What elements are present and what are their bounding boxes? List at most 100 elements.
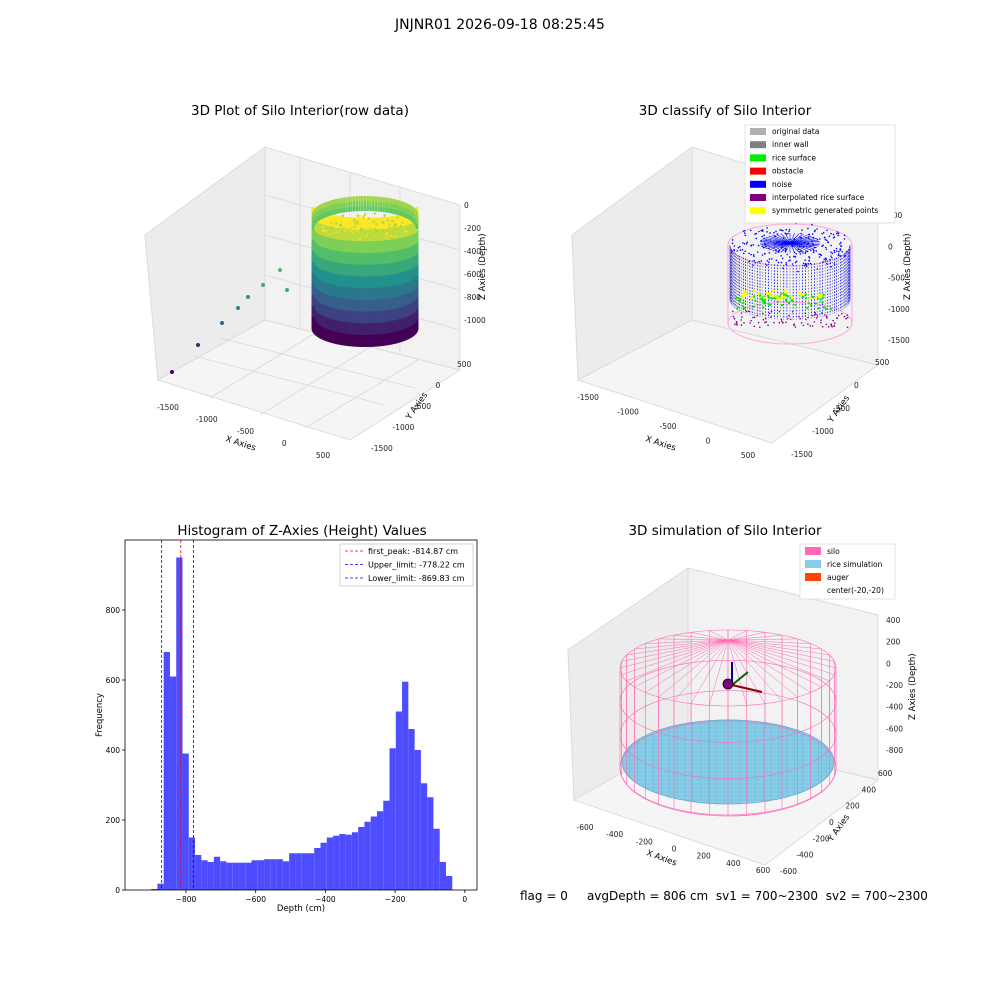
wall-point	[355, 334, 359, 347]
noise-point	[804, 259, 806, 262]
wall-point	[381, 333, 385, 346]
wall-point	[377, 299, 381, 312]
wall-point	[352, 201, 356, 207]
wall-point	[398, 272, 402, 285]
symmetric-point	[784, 290, 788, 294]
wall-point	[358, 196, 361, 202]
wall-point	[387, 298, 391, 311]
histogram-bar	[395, 711, 403, 890]
wall-point	[329, 330, 333, 343]
wall-point	[383, 263, 387, 276]
wall-point	[345, 202, 348, 208]
wall-point	[401, 260, 405, 273]
wall-point	[365, 288, 369, 301]
surface-point	[336, 230, 340, 234]
surface-point	[369, 226, 372, 230]
wall-point	[317, 205, 320, 211]
histogram-bar	[195, 855, 202, 890]
wall-point	[325, 201, 328, 207]
rice-surface-point	[794, 303, 797, 307]
silo-roof-line	[621, 639, 729, 662]
wall-point	[341, 251, 345, 264]
interpolated-point	[824, 314, 826, 316]
rice-surface-point	[767, 302, 770, 306]
wall-point	[329, 307, 333, 320]
wall-point	[397, 330, 401, 343]
wall-point	[373, 311, 377, 324]
noise-point	[830, 244, 832, 247]
wall-point	[398, 295, 402, 308]
rice-surface-point	[783, 293, 786, 296]
wall-point	[339, 298, 343, 311]
wall-point	[343, 251, 347, 264]
wall-point	[389, 332, 392, 345]
raw-data-3d-plot: -1500 -1000 -500 0 500 500 0 -500 -1000 -1500 0 -20…	[144, 146, 488, 460]
x-tick-label: 0	[706, 437, 711, 446]
interpolated-point	[740, 312, 743, 314]
wall-point	[355, 311, 359, 324]
wall-point	[383, 251, 387, 264]
wall-point	[355, 196, 359, 202]
surface-point	[375, 230, 379, 233]
wall-point	[365, 334, 369, 347]
wall-point	[385, 263, 389, 276]
wall-point	[382, 207, 385, 213]
noise-point	[836, 231, 838, 233]
wall-point	[387, 286, 391, 299]
silo-roof-line	[626, 639, 729, 656]
histogram-bar	[351, 832, 359, 890]
wall-point	[407, 214, 410, 220]
wall-point	[351, 229, 355, 242]
wall-point	[408, 210, 412, 215]
rice-surface-point	[758, 294, 762, 298]
wall-point	[383, 240, 387, 253]
legend-label: interpolated rice surface	[772, 193, 865, 202]
noise-point	[793, 255, 795, 258]
silo-roof-line	[709, 630, 729, 641]
silo-roof-line	[727, 639, 835, 675]
noise-point	[788, 260, 790, 262]
interpolated-point	[794, 326, 797, 328]
noise-point	[829, 258, 831, 261]
wall-point	[395, 273, 399, 286]
histogram-bar	[389, 748, 396, 890]
wall-point	[331, 273, 335, 286]
histogram-bar	[270, 859, 277, 890]
wall-point	[321, 213, 325, 219]
y-tick-label: 600	[878, 769, 893, 778]
noise-point	[825, 248, 828, 251]
wall-point	[318, 215, 322, 220]
wall-point	[398, 214, 402, 227]
surface-point	[384, 235, 388, 239]
wall-point	[352, 206, 356, 212]
wall-point	[361, 276, 365, 289]
wall-point	[329, 284, 333, 297]
noise-point	[748, 252, 750, 255]
wall-point	[347, 310, 351, 323]
noise-point	[758, 260, 760, 263]
rice-surface-point	[754, 299, 757, 302]
silo-roof-line	[727, 639, 811, 644]
wall-point	[353, 311, 357, 324]
wall-point	[327, 211, 330, 217]
wall-point	[398, 318, 402, 331]
histogram-bars	[151, 557, 453, 890]
wall-point	[363, 288, 367, 301]
noise-point	[752, 254, 755, 256]
interpolated-point	[820, 312, 823, 314]
interpolated-point	[800, 322, 803, 324]
symmetric-point	[750, 296, 754, 300]
wall-point	[333, 238, 336, 251]
wall-point	[338, 251, 341, 264]
interpolated-point	[768, 312, 771, 315]
surface-point	[349, 229, 352, 233]
noise-point	[743, 242, 746, 245]
histogram-bar	[439, 862, 446, 890]
interpolated-point	[765, 321, 768, 323]
interpolated-point	[778, 321, 781, 324]
wall-point	[401, 317, 405, 330]
raw-point-cloud	[170, 196, 419, 374]
wall-point	[398, 307, 402, 320]
wall-point	[395, 215, 399, 228]
interpolated-point	[770, 310, 773, 313]
